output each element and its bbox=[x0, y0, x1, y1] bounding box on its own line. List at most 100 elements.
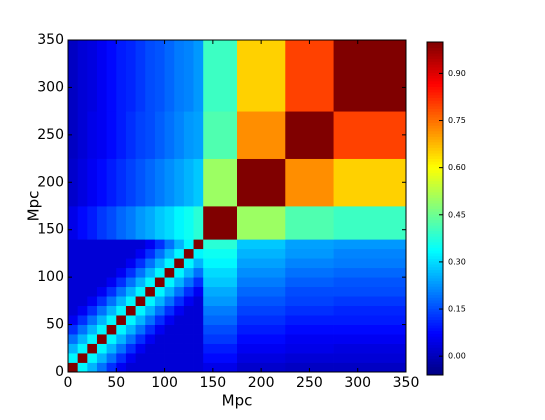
heatmap-cell bbox=[333, 305, 407, 316]
colorbar-segment bbox=[427, 347, 443, 351]
heatmap-cell bbox=[77, 277, 88, 288]
heatmap-cell bbox=[193, 334, 204, 344]
heatmap-cell bbox=[203, 40, 238, 112]
heatmap-cell bbox=[116, 343, 127, 354]
heatmap-cell bbox=[68, 248, 79, 259]
heatmap-cell bbox=[145, 296, 156, 306]
heatmap-cell bbox=[145, 258, 156, 269]
x-tick-label: 200 bbox=[248, 375, 275, 391]
heatmap-cell bbox=[77, 111, 88, 159]
heatmap-cell bbox=[154, 315, 165, 325]
colorbar-segment bbox=[427, 122, 443, 126]
heatmap-cell bbox=[106, 239, 117, 250]
heatmap-cell bbox=[183, 286, 194, 297]
colorbar-segment bbox=[427, 277, 443, 282]
heatmap-cell bbox=[96, 258, 108, 269]
heatmap-cell bbox=[68, 362, 79, 373]
heatmap-cell bbox=[174, 286, 185, 297]
colorbar-segment bbox=[427, 75, 443, 79]
colorbar-segment bbox=[427, 252, 443, 257]
heatmap-cell bbox=[87, 343, 98, 354]
colorbar-segment bbox=[427, 261, 443, 265]
colorbar-segment bbox=[427, 202, 443, 207]
colorbar-segment bbox=[427, 158, 443, 162]
heatmap-cell bbox=[164, 111, 175, 159]
colorbar-segment bbox=[427, 180, 443, 185]
heatmap-cell bbox=[203, 248, 238, 259]
colorbar-segment bbox=[427, 116, 443, 121]
colorbar-segment bbox=[427, 183, 443, 187]
heatmap-cell bbox=[116, 267, 127, 278]
heatmap-cell bbox=[135, 286, 146, 297]
plot-frame bbox=[67, 39, 407, 373]
heatmap-cell bbox=[106, 324, 117, 335]
colorbar-segment bbox=[427, 89, 443, 93]
heatmap-cell bbox=[96, 315, 108, 325]
heatmap-cell bbox=[87, 296, 98, 306]
heatmap-cell bbox=[164, 158, 175, 207]
colorbar-segment bbox=[427, 136, 443, 140]
colorbar-segment bbox=[427, 147, 443, 151]
heatmap-cell bbox=[125, 324, 136, 335]
heatmap-cell bbox=[125, 267, 136, 278]
heatmap-cell bbox=[193, 353, 204, 363]
heatmap-cell bbox=[145, 239, 156, 250]
heatmap-cell bbox=[87, 40, 98, 112]
heatmap-cell bbox=[237, 277, 286, 288]
colorbar-segment bbox=[427, 316, 443, 320]
colorbar-segment bbox=[427, 275, 443, 279]
colorbar-segment bbox=[427, 330, 443, 334]
heatmap-cell bbox=[333, 277, 407, 288]
heatmap-cell bbox=[145, 286, 156, 297]
colorbar-segment bbox=[427, 66, 443, 71]
colorbar-segment bbox=[427, 336, 443, 340]
heatmap-cell bbox=[237, 315, 286, 325]
heatmap-cell bbox=[96, 324, 108, 335]
heatmap-cell bbox=[116, 305, 127, 316]
heatmap-cell bbox=[193, 362, 204, 373]
heatmap-cell bbox=[145, 267, 156, 278]
colorbar-segment bbox=[427, 288, 443, 293]
heatmap-cell bbox=[193, 158, 204, 207]
colorbar-tick-label: 0.00 bbox=[448, 352, 466, 361]
heatmap-cell bbox=[174, 258, 185, 269]
heatmap-cell bbox=[125, 277, 136, 288]
heatmap-cell bbox=[96, 248, 108, 259]
colorbar-segment bbox=[427, 266, 443, 271]
heatmap-cell bbox=[106, 315, 117, 325]
heatmap-cell bbox=[154, 324, 165, 335]
y-tick-label: 50 bbox=[46, 317, 64, 333]
colorbar-segment bbox=[427, 361, 443, 365]
heatmap-cell bbox=[77, 353, 88, 363]
colorbar-segment bbox=[427, 78, 443, 82]
colorbar-segment bbox=[427, 333, 443, 337]
heatmap-cell bbox=[96, 206, 108, 240]
heatmap-cell bbox=[183, 315, 194, 325]
heatmap-cell bbox=[125, 362, 136, 373]
heatmap-cell bbox=[203, 296, 238, 306]
colorbar-segment bbox=[427, 294, 443, 298]
heatmap-cell bbox=[237, 111, 286, 159]
heatmap-cell bbox=[77, 239, 88, 250]
heatmap-cell bbox=[183, 343, 194, 354]
colorbar-segment bbox=[427, 322, 443, 326]
heatmap-cell bbox=[135, 334, 146, 344]
heatmap-cell bbox=[193, 324, 204, 335]
colorbar-segment bbox=[427, 177, 443, 182]
heatmap-cell bbox=[145, 158, 156, 207]
heatmap-cell bbox=[237, 239, 286, 250]
heatmap-cell bbox=[237, 296, 286, 306]
heatmap-cell bbox=[285, 40, 334, 112]
heatmap-cell bbox=[77, 296, 88, 306]
heatmap-cell bbox=[106, 258, 117, 269]
heatmap-cell bbox=[116, 362, 127, 373]
colorbar-segment bbox=[427, 358, 443, 362]
heatmap-cell bbox=[77, 286, 88, 297]
heatmap-cell bbox=[116, 111, 127, 159]
heatmap-cell bbox=[174, 111, 185, 159]
heatmap-cell bbox=[145, 248, 156, 259]
heatmap-cell bbox=[125, 158, 136, 207]
heatmap-cell bbox=[164, 258, 175, 269]
heatmap-cell bbox=[116, 158, 127, 207]
heatmap-cell bbox=[183, 248, 194, 259]
